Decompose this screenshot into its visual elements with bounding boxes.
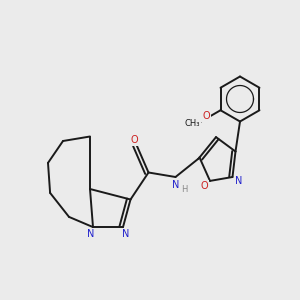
Text: N: N	[236, 176, 243, 187]
Text: O: O	[201, 181, 208, 191]
Text: N: N	[122, 229, 129, 239]
Text: N: N	[172, 179, 179, 190]
Text: N: N	[87, 229, 94, 239]
Text: O: O	[202, 111, 210, 121]
Text: H: H	[181, 185, 188, 194]
Text: CH₃: CH₃	[184, 119, 200, 128]
Text: O: O	[130, 135, 138, 146]
